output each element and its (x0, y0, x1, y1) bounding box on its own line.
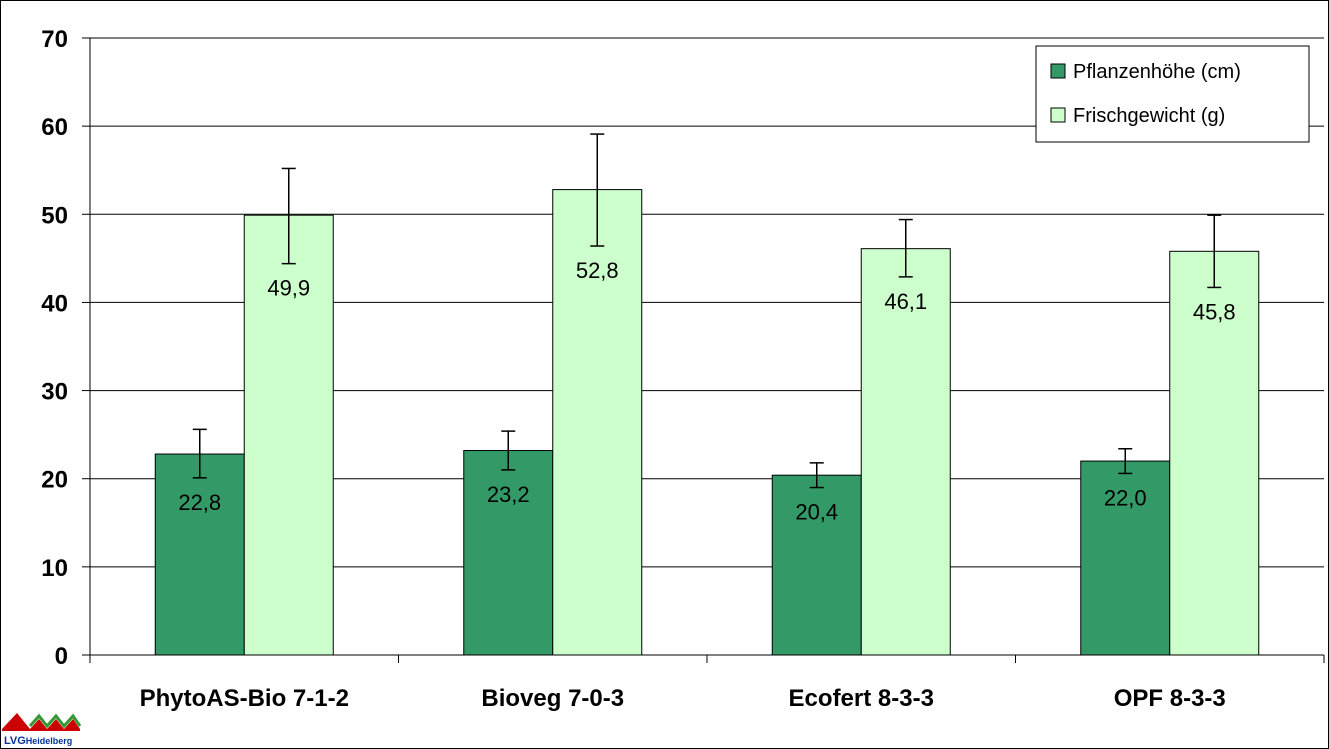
logo-hills-line (28, 713, 82, 729)
bars: 22,8 49,9 23,2 52,8 20,4 46,1 22,0 45,8 (154, 133, 1260, 656)
y-tick-label: 0 (55, 643, 68, 670)
bar-pflanzenhoehe (771, 474, 862, 656)
y-tick-label: 60 (41, 114, 68, 141)
bar-pflanzenhoehe (1080, 460, 1171, 656)
data-label: 45,8 (1193, 299, 1236, 324)
data-label: 49,9 (267, 276, 310, 301)
bar-frischgewicht (860, 248, 951, 656)
data-label: 20,4 (795, 500, 838, 525)
y-tick-label: 30 (41, 379, 68, 406)
x-category-label: PhytoAS-Bio 7-1-2 (140, 685, 349, 712)
data-label: 23,2 (487, 482, 530, 507)
legend-swatch-frischgewicht (1050, 107, 1066, 123)
y-axis: 0 10 20 30 40 50 60 70 (41, 26, 91, 670)
y-tick-label: 40 (41, 290, 68, 317)
x-category-label: Bioveg 7-0-3 (481, 685, 624, 712)
data-label: 46,1 (884, 289, 927, 314)
bar-frischgewicht (1169, 250, 1260, 656)
bar-pflanzenhoehe (154, 453, 245, 656)
data-label: 22,8 (178, 490, 221, 515)
legend-label-pflanzenhoehe: Pflanzenhöhe (cm) (1073, 61, 1241, 83)
y-tick-label: 50 (41, 202, 68, 229)
y-tick-label: 10 (41, 555, 68, 582)
data-label: 22,0 (1104, 485, 1147, 510)
x-category-label: Ecofert 8-3-3 (789, 685, 934, 712)
logo-text: LVGHeidelberg (4, 735, 72, 747)
bar-frischgewicht (552, 189, 643, 656)
legend-box (1035, 45, 1310, 143)
x-category-label: OPF 8-3-3 (1114, 685, 1226, 712)
y-tick-label: 70 (41, 26, 68, 53)
lvg-heidelberg-logo: LVGHeidelberg (2, 713, 82, 747)
legend: Pflanzenhöhe (cm) Frischgewicht (g) (1035, 45, 1310, 143)
x-axis: PhytoAS-Bio 7-1-2 Bioveg 7-0-3 Ecofert 8-3… (89, 654, 1325, 712)
y-tick-label: 20 (41, 467, 68, 494)
bar-pflanzenhoehe (463, 450, 554, 656)
legend-swatch-pflanzenhoehe (1050, 63, 1066, 79)
bar-frischgewicht (243, 214, 334, 656)
legend-label-frischgewicht: Frischgewicht (g) (1073, 105, 1225, 127)
data-label: 52,8 (576, 258, 619, 283)
logo-mountain-shape (2, 713, 80, 731)
